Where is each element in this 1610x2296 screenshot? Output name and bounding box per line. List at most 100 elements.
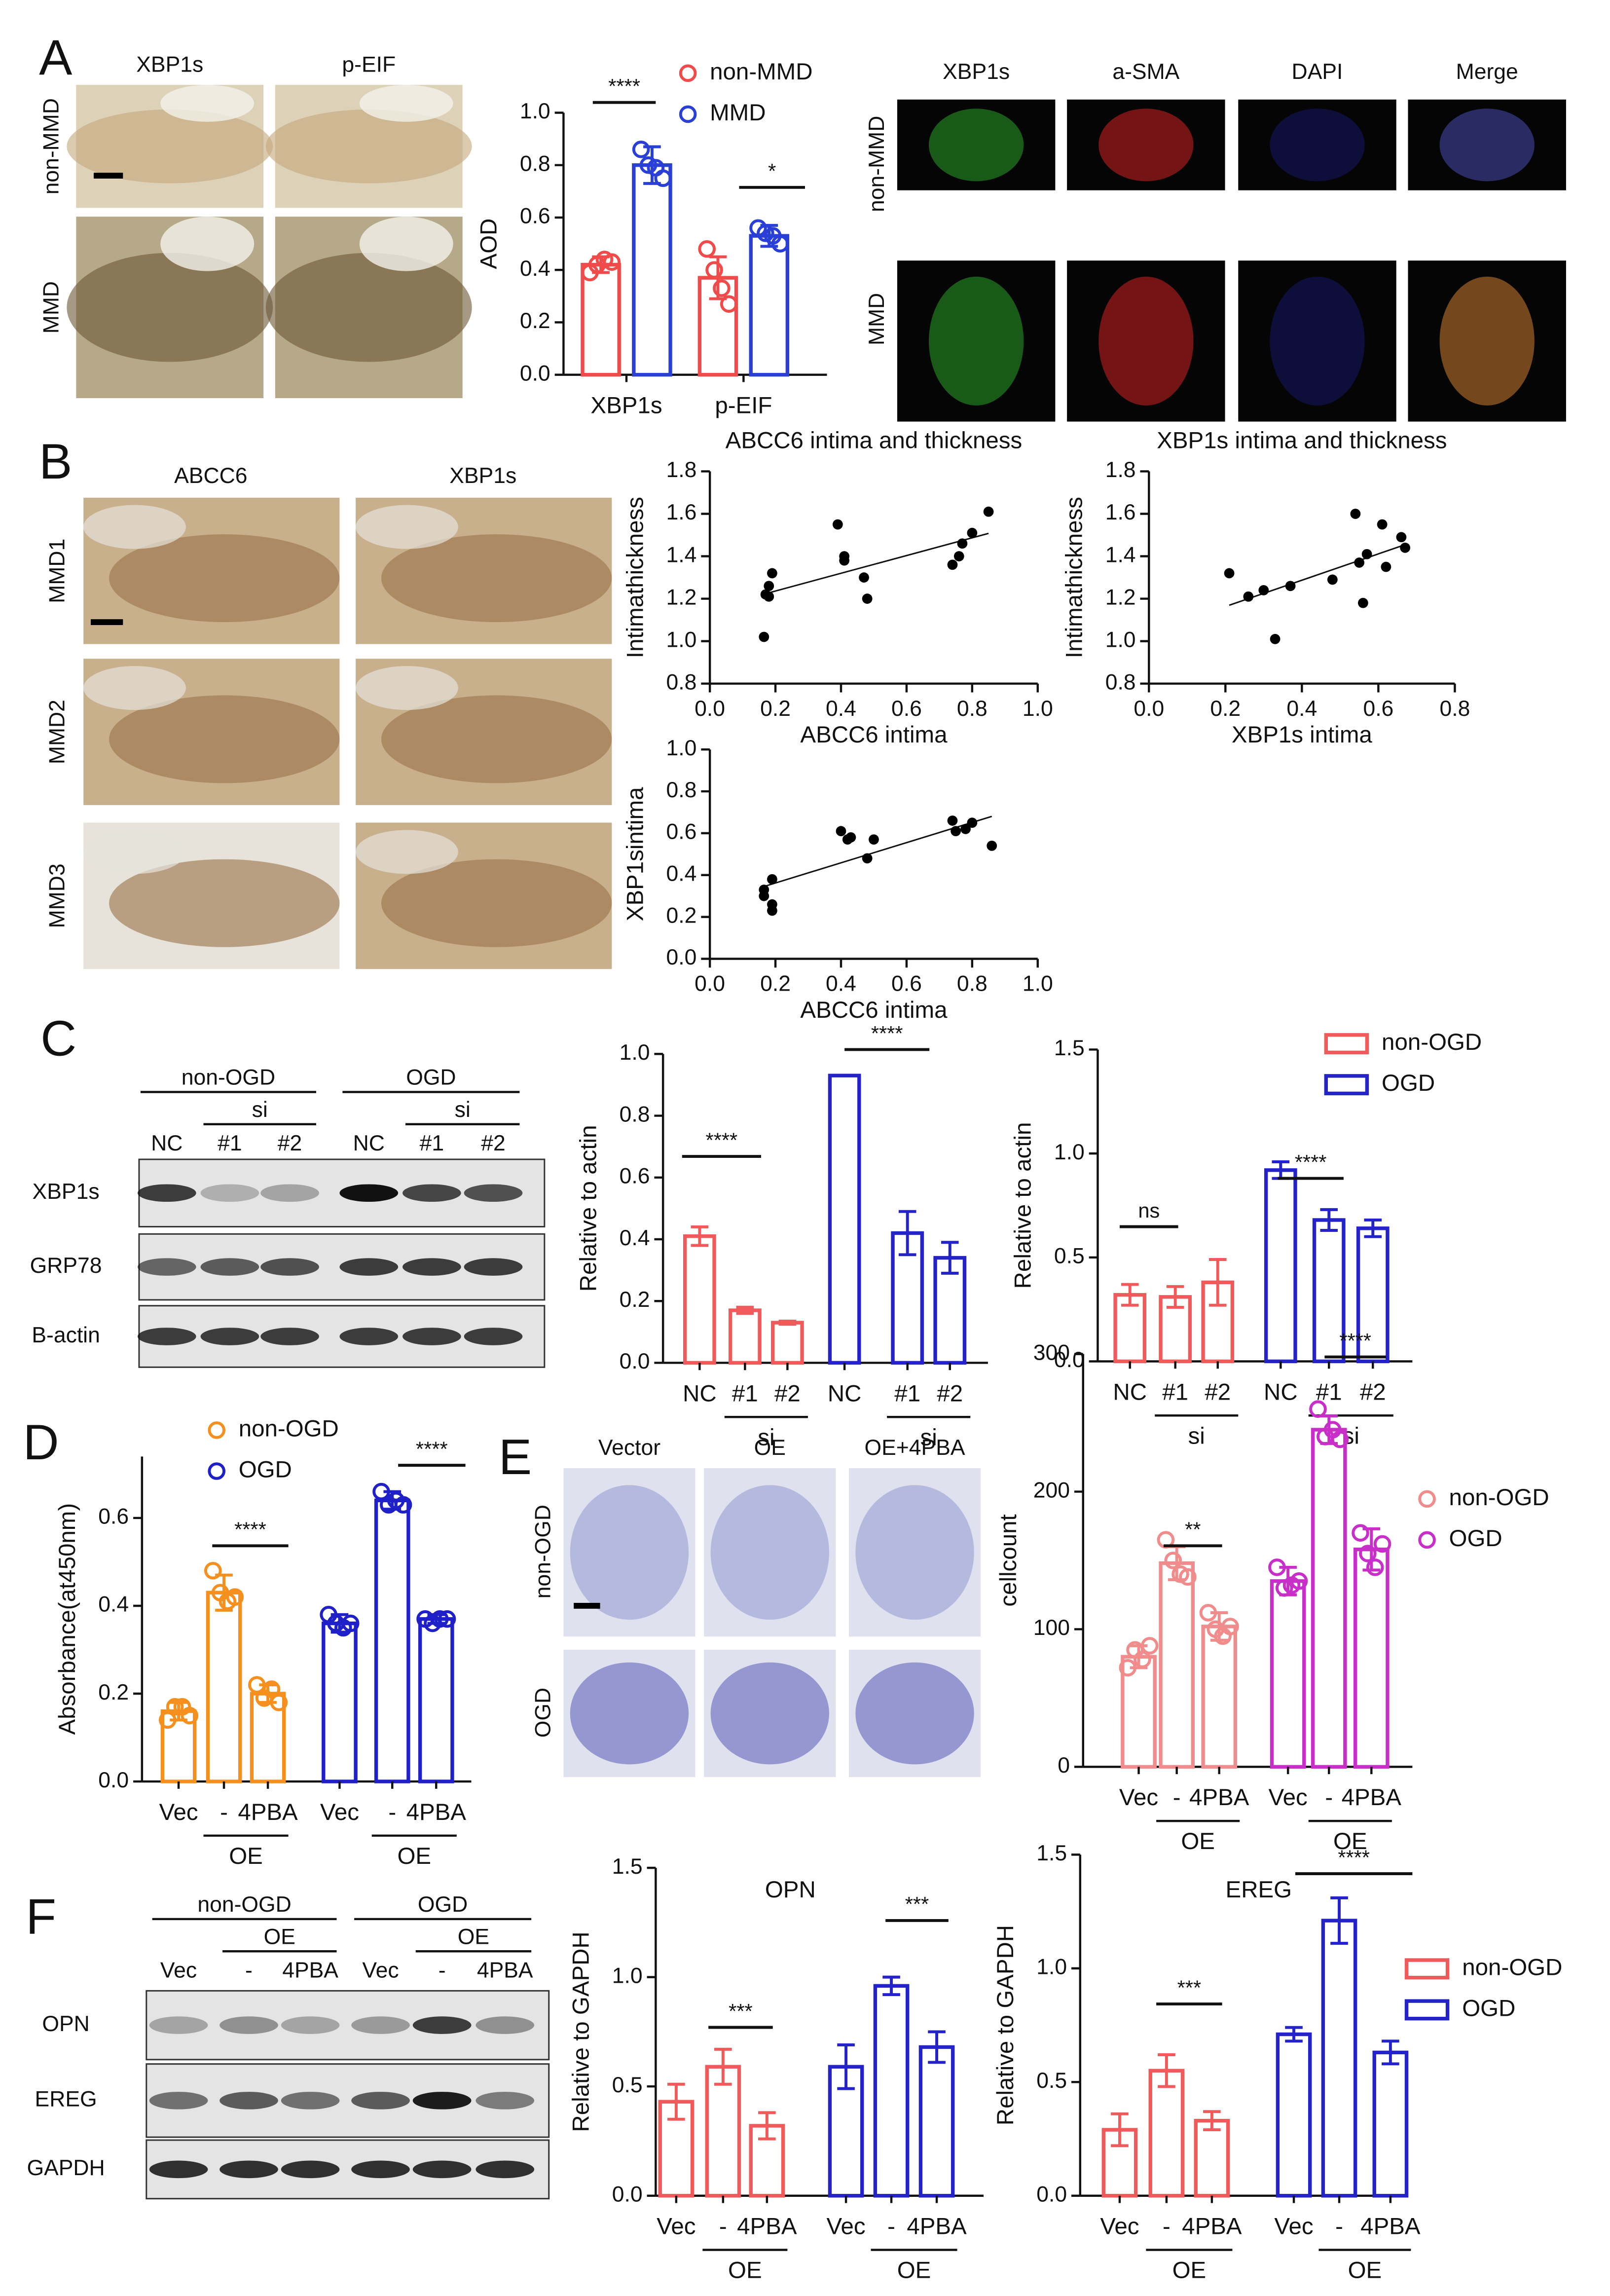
lane-label: Vec (160, 1959, 197, 1983)
blot-band (137, 1184, 196, 1202)
blot-band (351, 2016, 410, 2034)
x-tick-label: 4PBA (907, 2214, 967, 2240)
micrograph (849, 1468, 981, 1637)
blot-band (476, 2160, 535, 2179)
column-label: a-SMA (1112, 60, 1179, 84)
blot-band (476, 2016, 535, 2034)
data-point (1309, 1400, 1327, 1418)
lane-label: - (245, 1959, 253, 1983)
legend-marker (1418, 1531, 1436, 1549)
micrograph-texture (1439, 276, 1535, 406)
subgroup-label: OE (897, 2258, 931, 2284)
x-tick-label: 0.6 (891, 972, 922, 996)
lane-label: NC (353, 1131, 385, 1155)
legend-label: non-OGD (1449, 1484, 1549, 1511)
blot-row-label: GAPDH (27, 2156, 105, 2180)
chart-title: EREG (1226, 1877, 1292, 1903)
x-tick-label: 0.4 (826, 972, 856, 996)
blot-row-label: B-actin (32, 1323, 100, 1347)
blot-band (402, 1184, 461, 1202)
subgroup-label: OE (397, 1843, 431, 1869)
data-point (654, 169, 672, 187)
blot-band (149, 2016, 208, 2034)
bar (374, 1498, 410, 1783)
blot-band (260, 1184, 319, 1202)
x-tick-label: - (719, 2214, 727, 2240)
row-label: MMD (39, 281, 64, 333)
y-tick-label: 1.2 (1105, 585, 1136, 609)
data-point (438, 1610, 456, 1628)
subgroup-label: OE (264, 1925, 295, 1949)
x-tick-label: 0.8 (957, 697, 988, 721)
micrograph-texture (83, 830, 186, 874)
data-point (859, 572, 869, 583)
bar (581, 262, 621, 377)
x-tick-label: 4PBA (406, 1799, 467, 1825)
data-point (764, 581, 774, 592)
lane-label: NC (151, 1131, 183, 1155)
y-axis-label: Intimathickness (622, 497, 648, 658)
blot-band (339, 1258, 399, 1276)
bar (632, 163, 672, 377)
subgroup-label: OE (1333, 1828, 1367, 1854)
micrograph-texture (160, 217, 255, 271)
y-tick-label: 1.6 (1105, 500, 1136, 524)
group-label: OGD (406, 1066, 456, 1090)
micrograph-texture (67, 109, 273, 184)
row-label: MMD3 (45, 863, 69, 928)
data-point (759, 890, 769, 901)
blot-band (281, 2092, 340, 2110)
data-point (869, 834, 879, 845)
data-point (632, 141, 650, 158)
y-tick-label: 0.0 (1054, 1348, 1085, 1372)
micrograph-texture (381, 534, 612, 623)
micrograph-texture (929, 109, 1024, 182)
micrograph-texture (83, 505, 186, 549)
x-tick-label: Vec (159, 1799, 198, 1825)
x-tick-label: #2 (1360, 1379, 1386, 1405)
data-point (1359, 1545, 1377, 1562)
x-tick-label: 0.2 (1210, 697, 1241, 721)
data-point (1243, 591, 1254, 602)
y-tick-label: 0.0 (1036, 2182, 1067, 2206)
blot-band (339, 1184, 399, 1202)
x-tick-label: Vec (1100, 2214, 1139, 2240)
chart-title: OPN (765, 1877, 816, 1903)
micrograph-texture (109, 534, 340, 623)
bar (1159, 1561, 1195, 1769)
group-label: OGD (418, 1892, 468, 1917)
blot-band (464, 1258, 523, 1276)
data-point (394, 1496, 412, 1514)
x-tick-label: 0.2 (760, 697, 791, 721)
x-tick-label: 0.8 (957, 972, 988, 996)
x-tick-label: Vec (826, 2214, 865, 2240)
data-point (1357, 597, 1368, 608)
data-point (1285, 581, 1296, 592)
micrograph-texture (710, 1485, 829, 1620)
significance-label: ** (1185, 1518, 1201, 1541)
x-tick-label: Vec (1274, 2214, 1313, 2240)
subgroup-label: si (1188, 1423, 1205, 1449)
data-point (759, 631, 769, 642)
micrograph-texture (570, 1662, 689, 1765)
panel-label: B (39, 434, 72, 489)
y-tick-label: 0.5 (1036, 2069, 1067, 2093)
micrograph-texture (1098, 276, 1194, 406)
data-point (713, 279, 731, 297)
data-point (262, 1680, 281, 1698)
legend-marker (1324, 1074, 1369, 1096)
y-tick-label: 0.2 (620, 1288, 650, 1312)
significance-label: *** (905, 1892, 929, 1916)
x-tick-label: - (1163, 2214, 1171, 2240)
blot-band (412, 2092, 472, 2110)
data-point (1361, 549, 1372, 559)
x-tick-label: 4PBA (1182, 2214, 1242, 2240)
panel-label: A (39, 30, 73, 85)
subgroup-label: OE (1348, 2258, 1382, 2284)
column-label: XBP1s (136, 52, 203, 76)
data-point (1331, 1430, 1349, 1448)
micrograph-texture (109, 695, 340, 783)
data-point (1258, 585, 1269, 595)
legend-marker (1418, 1490, 1436, 1508)
blot-band (464, 1184, 523, 1202)
